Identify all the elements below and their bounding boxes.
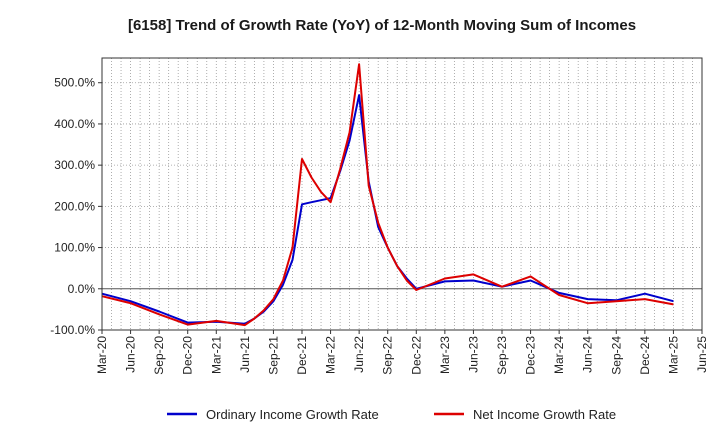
x-tick-label: Mar-24 bbox=[552, 336, 566, 374]
x-tick-label: Sep-24 bbox=[609, 336, 623, 375]
chart-title: [6158] Trend of Growth Rate (YoY) of 12-… bbox=[128, 17, 636, 34]
y-tick-label: 0.0% bbox=[68, 282, 96, 296]
x-tick-label: Jun-23 bbox=[466, 336, 480, 373]
plot-border bbox=[101, 57, 703, 331]
legend: Ordinary Income Growth Rate Net Income G… bbox=[167, 407, 616, 422]
x-tick-label: Sep-21 bbox=[266, 336, 280, 375]
x-tick-label: Jun-22 bbox=[352, 336, 366, 373]
y-tick-label: 200.0% bbox=[54, 199, 95, 213]
x-tick-label: Jun-25 bbox=[695, 336, 709, 373]
x-tick-label: Mar-22 bbox=[324, 336, 338, 374]
x-axis-ticks: Mar-20 Jun-20 Sep-20 Dec-20 Mar-21 Jun-21 Sep-… bbox=[95, 330, 709, 375]
y-axis-ticks: -100.0% 0.0% 100.0% 200.0% 300.0% 400.0% 500.0… bbox=[50, 76, 102, 337]
x-tick-label: Jun-21 bbox=[238, 336, 252, 373]
x-tick-label: Dec-21 bbox=[295, 336, 309, 375]
y-tick-label: 500.0% bbox=[54, 76, 95, 90]
y-tick-label: -100.0% bbox=[50, 323, 95, 337]
x-tick-label: Mar-23 bbox=[438, 336, 452, 374]
y-tick-label: 400.0% bbox=[54, 117, 95, 131]
x-tick-label: Mar-20 bbox=[95, 336, 109, 374]
legend-label-net: Net Income Growth Rate bbox=[473, 407, 616, 422]
x-tick-label: Dec-22 bbox=[409, 336, 423, 375]
x-tick-label: Dec-20 bbox=[181, 336, 195, 375]
x-tick-label: Mar-25 bbox=[666, 336, 680, 374]
x-tick-label: Sep-23 bbox=[495, 336, 509, 375]
plot-area bbox=[101, 57, 703, 331]
x-tick-label: Dec-24 bbox=[638, 336, 652, 375]
net-income-series-line bbox=[101, 63, 674, 327]
x-tick-label: Jun-20 bbox=[124, 336, 138, 373]
series-lines bbox=[101, 63, 674, 327]
x-tick-label: Sep-22 bbox=[381, 336, 395, 375]
y-tick-label: 300.0% bbox=[54, 158, 95, 172]
x-tick-label: Dec-23 bbox=[524, 336, 538, 375]
x-tick-label: Jun-24 bbox=[581, 336, 595, 373]
legend-label-ordinary: Ordinary Income Growth Rate bbox=[206, 407, 379, 422]
y-tick-label: 100.0% bbox=[54, 241, 95, 255]
x-tick-label: Mar-21 bbox=[209, 336, 223, 374]
x-tick-label: Sep-20 bbox=[152, 336, 166, 375]
